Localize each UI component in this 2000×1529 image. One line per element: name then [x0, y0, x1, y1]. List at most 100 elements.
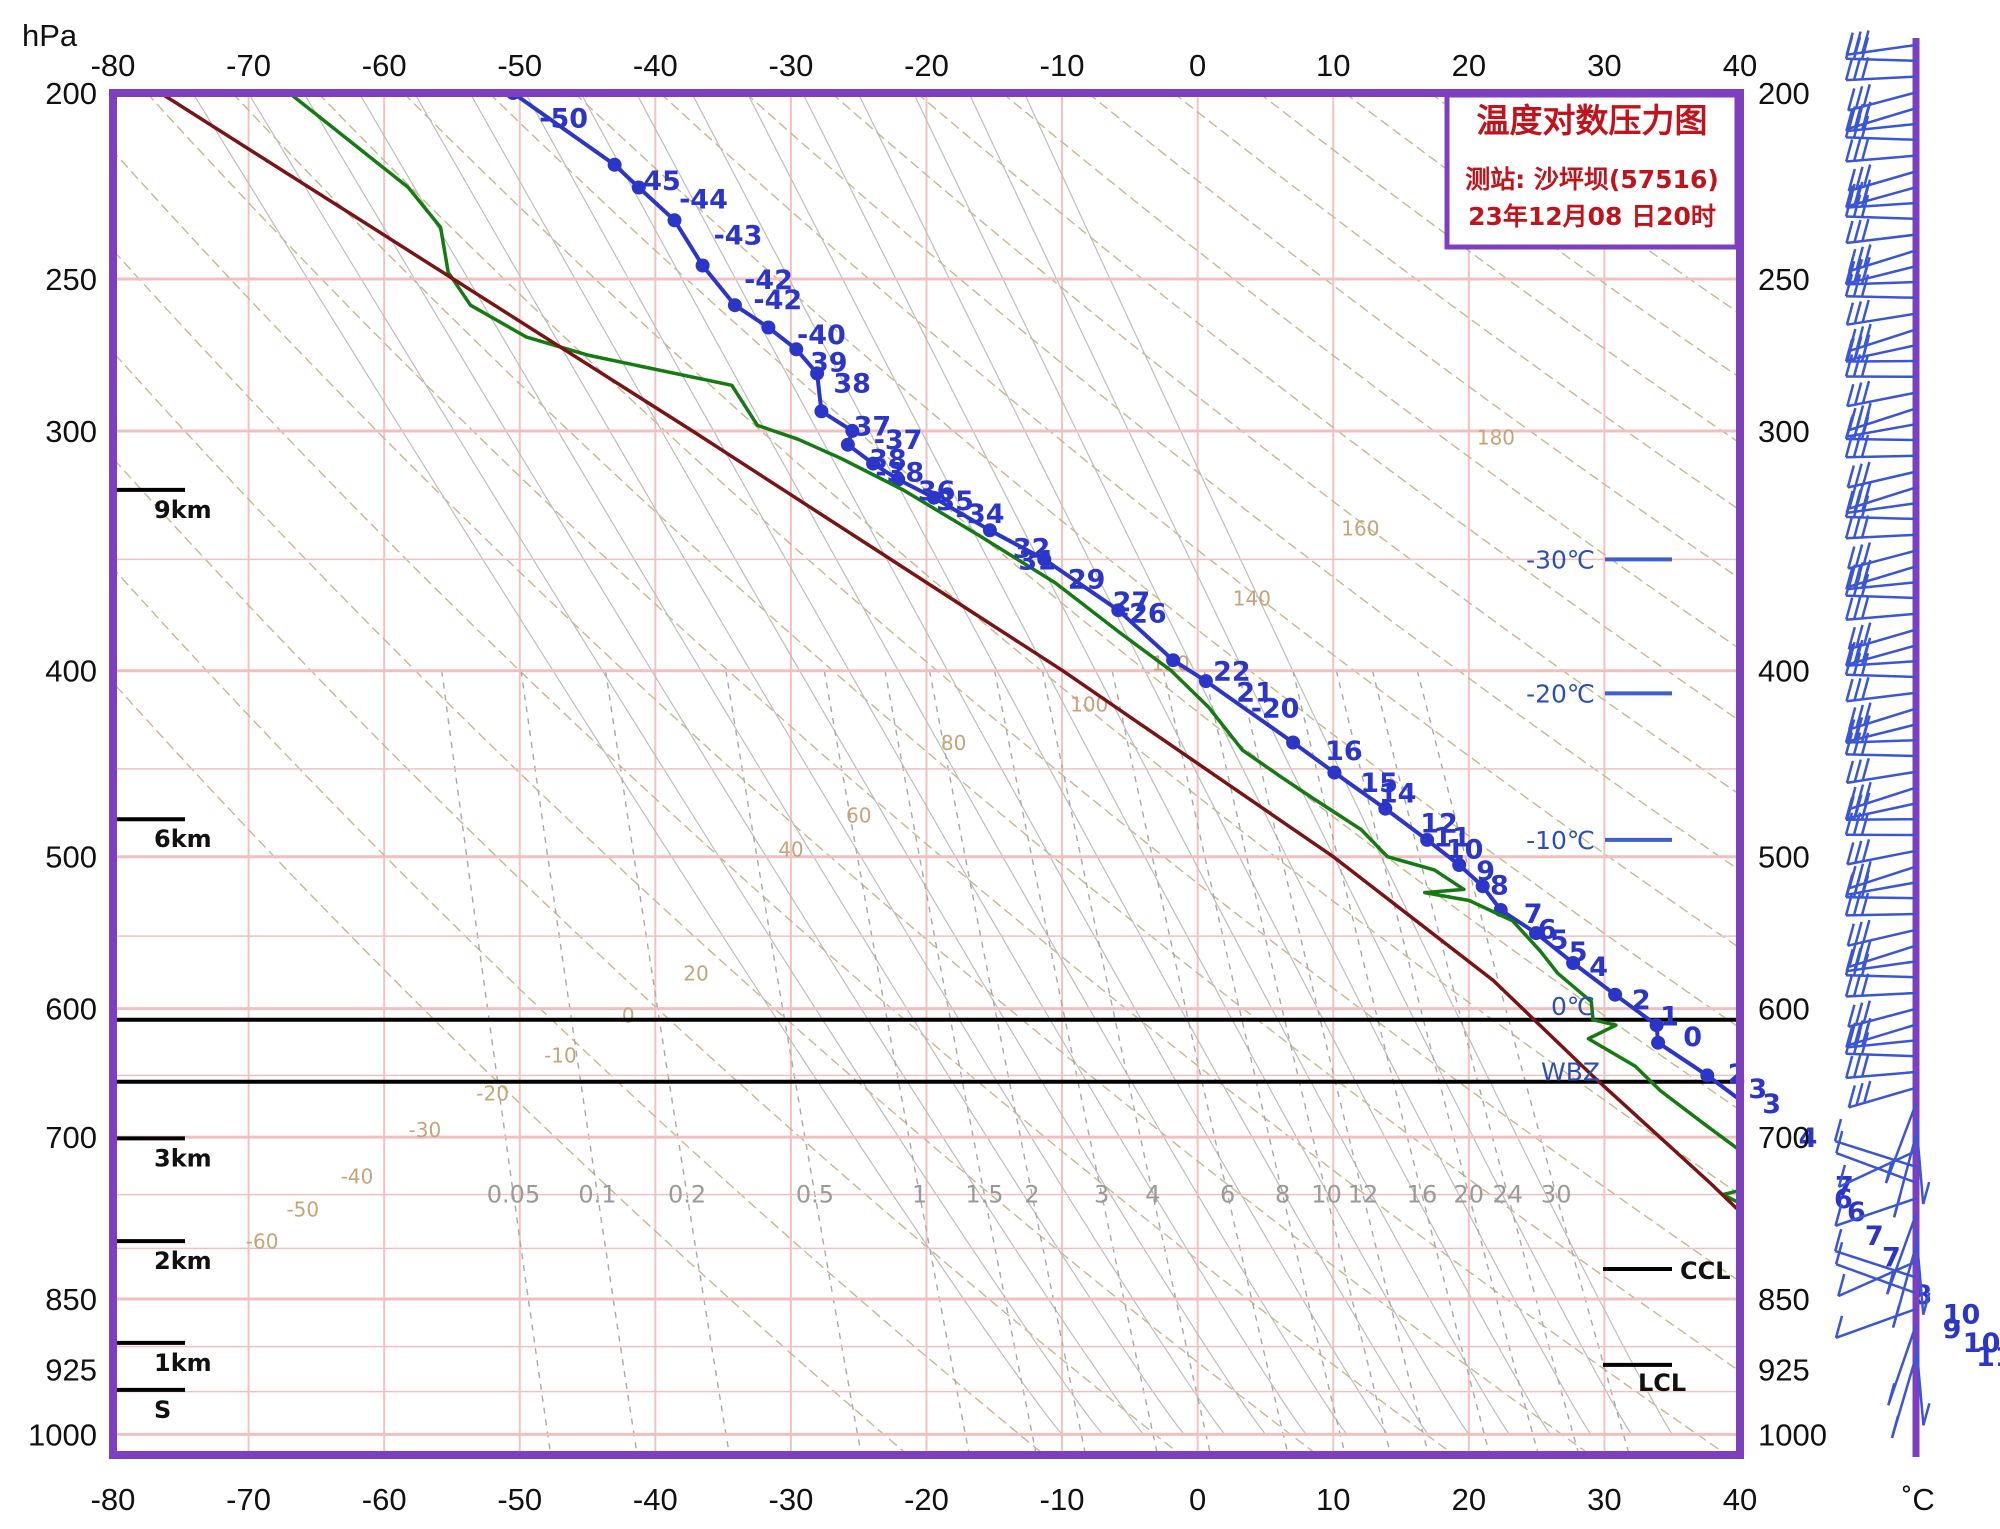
wind-barb-staff	[1846, 770, 1917, 785]
wind-barb-staff	[1884, 1103, 1918, 1184]
wind-barb-flag	[1852, 719, 1862, 743]
temperature-point	[1475, 879, 1490, 894]
wind-barb-flag	[1852, 115, 1862, 139]
temperature-point	[695, 258, 710, 273]
left-tick-label: 600	[45, 992, 97, 1027]
wind-barb-flag	[1860, 732, 1870, 756]
mixing-ratio-label: 20	[1454, 1181, 1485, 1209]
wind-barb-flag	[1844, 36, 1854, 60]
wind-barb-flag	[1860, 595, 1870, 619]
wind-barb-staff	[1845, 215, 1917, 221]
mixing-ratio-label: 10	[1311, 1181, 1342, 1209]
wind-barb-staff	[1848, 1023, 1917, 1047]
temperature-point	[926, 490, 941, 505]
wind-barb-staff	[1849, 786, 1917, 811]
parcel-level-markers: CCL LCL	[1603, 1257, 1731, 1397]
wind-barb-flag	[1861, 107, 1870, 130]
wind-barb-flag	[1863, 781, 1872, 805]
isotherm-label: 40	[778, 838, 803, 862]
wind-barb-flag	[1852, 797, 1862, 820]
moist-adiabat	[524, 93, 1307, 1435]
wind-barb-flag	[1852, 953, 1862, 976]
wind-barb-flag	[1845, 108, 1854, 132]
wind-barb-flag	[1853, 219, 1862, 243]
dry-adiabat	[1600, 93, 1740, 191]
moist-adiabat	[247, 93, 1104, 1435]
mixing-ratio-label: 2	[1024, 1181, 1039, 1209]
isotherm-label: -60	[246, 1229, 279, 1253]
dry-adiabat	[231, 93, 1740, 1373]
temperature-point	[761, 320, 776, 335]
wind-barb-flag	[1844, 874, 1854, 898]
mixing-ratio-label: 12	[1348, 1181, 1379, 1209]
isotherm-label: -20	[476, 1082, 509, 1106]
wind-barb-staff	[1845, 594, 1917, 600]
right-tick-label: 300	[1758, 414, 1810, 449]
wind-barb-staff	[1848, 107, 1917, 130]
profile-label: 5	[1550, 925, 1569, 956]
isotherm-label: 140	[1233, 587, 1271, 611]
wind-barb-flag	[1862, 622, 1872, 646]
wind-barb-flag	[1844, 597, 1854, 621]
moist-adiabat	[469, 93, 1266, 1435]
temperature-point	[1566, 956, 1581, 970]
bottom-tick-label: 30	[1587, 1482, 1621, 1517]
wind-barb-flag	[1860, 1054, 1870, 1077]
dry-adiabat	[113, 249, 1456, 1455]
profile-label: -34	[956, 499, 1005, 530]
wind-barb-flag	[1860, 194, 1870, 218]
wind-barb-flag	[1860, 339, 1870, 362]
sounding-profiles	[159, 93, 1740, 1215]
mixing-ratio-line	[1371, 670, 1580, 1455]
wind-barb-flag	[1860, 115, 1870, 139]
profile-label: 4	[1589, 952, 1608, 983]
wind-barb-flag	[1922, 1402, 1931, 1426]
altitude-label: 6km	[154, 825, 212, 853]
mixing-ratio-label: 0.2	[668, 1181, 706, 1209]
wind-barb-flag	[1852, 274, 1862, 297]
mixing-ratio-label: 1.5	[965, 1181, 1003, 1209]
wind-barb-flag	[1844, 974, 1854, 997]
wind-barb-staff	[1846, 580, 1917, 591]
profile-label: 39	[810, 347, 848, 378]
wind-barb-flag	[1860, 892, 1870, 916]
profile-label: -38	[875, 458, 924, 489]
right-tick-label: 200	[1758, 76, 1810, 111]
temp-level-label: -20℃	[1526, 679, 1595, 708]
wind-barb-flag	[1855, 624, 1864, 648]
wind-barbs	[1833, 30, 1931, 1439]
right-tick-label: 1000	[1758, 1417, 1827, 1452]
bottom-tick-label: -80	[91, 1482, 136, 1517]
profile-label: 12	[1420, 809, 1458, 840]
temperature-point	[631, 180, 646, 195]
wind-barb-flag	[1860, 434, 1870, 458]
mixing-ratio-line	[1416, 670, 1631, 1455]
wind-barb-flag	[1846, 842, 1855, 865]
wind-barb-flag	[1854, 544, 1864, 567]
dry-adiabat	[113, 681, 909, 1455]
top-tick-label: 0	[1189, 48, 1206, 83]
wind-barb-staff	[1845, 437, 1917, 442]
wind-barb-flag	[1860, 1031, 1870, 1055]
wind-barb-flag	[1860, 495, 1870, 518]
profile-label: -40	[797, 320, 846, 351]
wind-barb-flag	[1852, 184, 1862, 208]
temperature-unit-label: ˚C	[1902, 1482, 1935, 1517]
mixing-ratio-line	[604, 670, 731, 1455]
wind-barb-staff	[1834, 1139, 1917, 1168]
top-tick-label: -10	[1040, 48, 1085, 83]
profile-label: 27	[1113, 587, 1151, 618]
wind-barb-staff	[1845, 294, 1917, 300]
profile-label: 1	[1660, 1002, 1679, 1033]
mixing-ratio-line	[1162, 670, 1346, 1455]
left-tick-label: 925	[45, 1352, 97, 1387]
profile-label: 9	[1943, 1314, 1962, 1345]
wind-barb-staff	[1846, 312, 1917, 326]
profile-label: 35	[936, 486, 974, 517]
wind-barb-flag	[1844, 893, 1854, 916]
left-tick-label: 250	[45, 262, 97, 297]
wind-barb-flag	[1860, 261, 1870, 285]
profile-label: -44	[679, 185, 728, 216]
wind-barb-staff	[1845, 57, 1917, 63]
wind-barb-flag	[1852, 652, 1862, 676]
